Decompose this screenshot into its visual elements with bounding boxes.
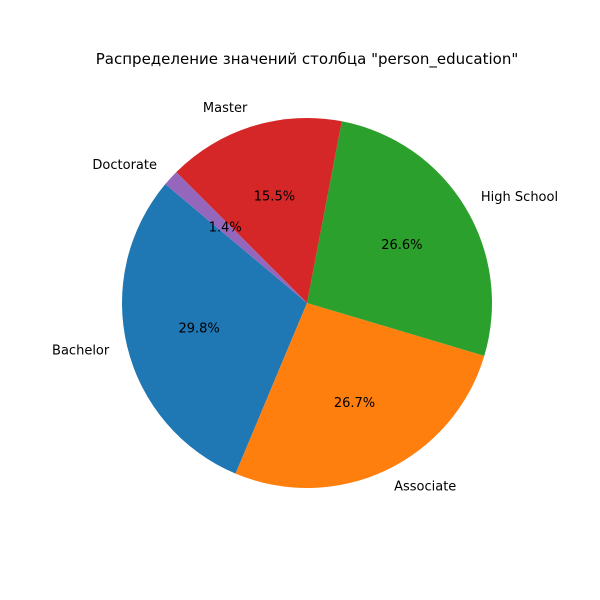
pie-labels: Bachelor 29.8% Associate 26.7% High School 26…: [52, 101, 558, 494]
pct-label-bachelor: 29.8%: [178, 322, 219, 337]
chart-title: Распределение значений столбца "person_e…: [96, 50, 518, 69]
pct-label-high-school: 26.6%: [381, 238, 422, 253]
slice-label-bachelor: Bachelor: [52, 343, 110, 358]
pie-slices: [122, 118, 492, 489]
pct-label-doctorate: 1.4%: [209, 220, 242, 235]
pie-slice-doctorate: [165, 172, 307, 303]
pie-slice-master: [176, 118, 342, 303]
pct-label-associate: 26.7%: [334, 396, 375, 411]
slice-label-master: Master: [203, 101, 248, 116]
pie-slice-high-school: [307, 121, 492, 356]
pct-label-master: 15.5%: [254, 189, 295, 204]
slice-label-associate: Associate: [394, 479, 456, 494]
slice-label-high-school: High School: [481, 190, 558, 205]
slice-label-doctorate: Doctorate: [92, 158, 157, 173]
pie-slice-bachelor: [122, 184, 307, 474]
pie-slice-associate: [235, 303, 485, 489]
